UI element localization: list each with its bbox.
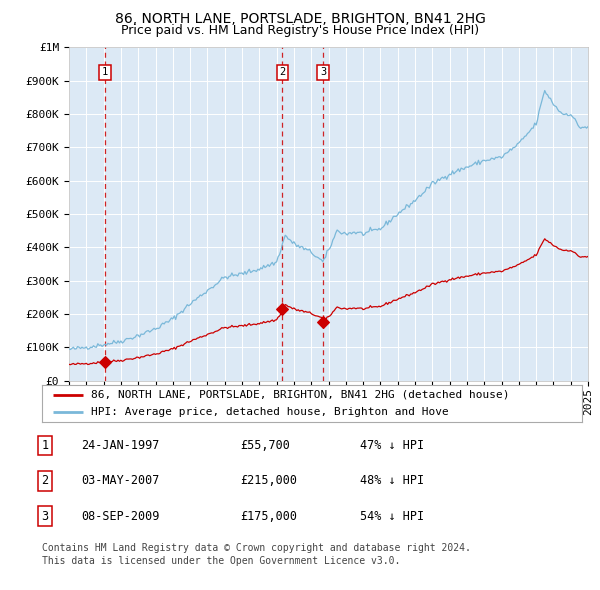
Text: 08-SEP-2009: 08-SEP-2009: [81, 510, 160, 523]
Text: Price paid vs. HM Land Registry's House Price Index (HPI): Price paid vs. HM Land Registry's House …: [121, 24, 479, 37]
Text: 2: 2: [41, 474, 49, 487]
Text: 86, NORTH LANE, PORTSLADE, BRIGHTON, BN41 2HG (detached house): 86, NORTH LANE, PORTSLADE, BRIGHTON, BN4…: [91, 390, 509, 399]
Text: 47% ↓ HPI: 47% ↓ HPI: [360, 439, 424, 452]
Text: 86, NORTH LANE, PORTSLADE, BRIGHTON, BN41 2HG: 86, NORTH LANE, PORTSLADE, BRIGHTON, BN4…: [115, 12, 485, 26]
Text: 24-JAN-1997: 24-JAN-1997: [81, 439, 160, 452]
Text: 3: 3: [41, 510, 49, 523]
Text: £175,000: £175,000: [240, 510, 297, 523]
Text: 2: 2: [280, 67, 286, 77]
Text: £55,700: £55,700: [240, 439, 290, 452]
Text: 1: 1: [101, 67, 108, 77]
Text: This data is licensed under the Open Government Licence v3.0.: This data is licensed under the Open Gov…: [42, 556, 400, 566]
Text: HPI: Average price, detached house, Brighton and Hove: HPI: Average price, detached house, Brig…: [91, 407, 448, 417]
Text: 54% ↓ HPI: 54% ↓ HPI: [360, 510, 424, 523]
Point: [278, 304, 287, 314]
Text: 48% ↓ HPI: 48% ↓ HPI: [360, 474, 424, 487]
Text: 1: 1: [41, 439, 49, 452]
Point: [318, 317, 328, 327]
Text: Contains HM Land Registry data © Crown copyright and database right 2024.: Contains HM Land Registry data © Crown c…: [42, 543, 471, 553]
Text: £215,000: £215,000: [240, 474, 297, 487]
Point: [100, 358, 110, 367]
Text: 3: 3: [320, 67, 326, 77]
Text: 03-MAY-2007: 03-MAY-2007: [81, 474, 160, 487]
